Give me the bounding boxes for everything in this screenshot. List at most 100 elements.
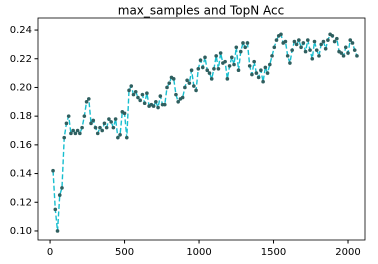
data-point [270, 54, 274, 58]
data-point [107, 117, 111, 121]
y-tick-label: 0.18 [10, 111, 32, 122]
data-point [91, 118, 96, 123]
data-point [225, 77, 230, 81]
data-point [259, 68, 263, 73]
data-point [158, 94, 163, 98]
data-point [69, 131, 73, 136]
data-point [355, 54, 359, 58]
data-point [256, 75, 261, 80]
data-point [192, 84, 196, 88]
data-point [263, 65, 268, 70]
data-point [339, 51, 344, 55]
data-point [308, 48, 312, 52]
data-point [305, 38, 310, 42]
data-point [104, 125, 109, 130]
x-tick-label: 2000 [335, 247, 360, 258]
data-point [95, 131, 100, 136]
data-point [272, 45, 277, 50]
data-point [154, 100, 158, 104]
data-point [285, 54, 290, 58]
data-point [180, 95, 185, 100]
data-point [174, 92, 178, 97]
data-point [350, 41, 355, 45]
data-point [165, 85, 169, 90]
data-point [196, 67, 201, 71]
data-point [332, 39, 337, 44]
data-point [348, 38, 353, 42]
data-point [57, 193, 62, 197]
data-point [109, 120, 113, 124]
data-point [84, 100, 89, 104]
x-tick-label: 1000 [186, 247, 211, 258]
data-point [71, 128, 75, 133]
data-point [102, 121, 107, 126]
data-point [238, 49, 243, 54]
plot-frame [37, 17, 366, 241]
data-point [187, 81, 192, 85]
data-point [145, 91, 149, 95]
data-point [279, 32, 283, 37]
data-point [247, 64, 252, 68]
data-point [245, 41, 250, 45]
data-point [268, 62, 272, 67]
y-tick-label: 0.20 [10, 82, 32, 93]
data-point [301, 41, 306, 45]
data-point [241, 41, 245, 45]
data-point [223, 59, 227, 64]
data-point [133, 89, 138, 94]
data-point [288, 61, 292, 65]
y-tick-label: 0.22 [10, 54, 32, 65]
data-point [138, 98, 142, 103]
data-point [167, 81, 172, 85]
data-point [314, 48, 319, 52]
data-point [118, 133, 122, 137]
data-point [303, 49, 308, 54]
data-point [227, 64, 232, 68]
chart-title: max_samples and TopN Acc [118, 4, 284, 18]
data-point [62, 135, 67, 140]
data-point [176, 100, 180, 104]
data-point [209, 77, 214, 81]
data-point [317, 54, 321, 58]
data-point [116, 135, 120, 140]
data-point [261, 79, 265, 84]
data-point [82, 114, 87, 118]
data-point [230, 55, 234, 60]
data-point [151, 104, 156, 108]
data-point [198, 58, 203, 62]
data-point [78, 131, 82, 136]
data-point [330, 33, 335, 38]
data-point [55, 229, 60, 233]
data-point [189, 68, 194, 73]
data-point [321, 39, 326, 44]
data-point [60, 186, 64, 190]
data-point [127, 88, 131, 93]
data-point [326, 38, 330, 42]
y-tick-label: 0.10 [10, 226, 32, 237]
data-point [122, 111, 127, 116]
data-point [234, 45, 239, 50]
data-point [250, 72, 254, 77]
data-point [73, 131, 78, 136]
data-point [131, 92, 136, 97]
data-point [216, 67, 221, 71]
data-point [212, 67, 216, 71]
data-point [214, 54, 218, 58]
data-point [185, 78, 189, 83]
data-point [89, 121, 93, 126]
data-point [319, 42, 324, 47]
data-point [346, 51, 350, 55]
data-point [113, 117, 118, 121]
data-point [352, 48, 357, 52]
data-point [75, 128, 80, 133]
data-point [323, 46, 328, 51]
data-point [343, 45, 348, 50]
data-point [51, 168, 55, 173]
x-tick-label: 0 [47, 247, 53, 258]
y-tick-label: 0.14 [10, 169, 32, 180]
data-point [243, 45, 248, 50]
data-point [87, 97, 91, 101]
data-point [140, 92, 145, 97]
data-point [98, 125, 102, 130]
